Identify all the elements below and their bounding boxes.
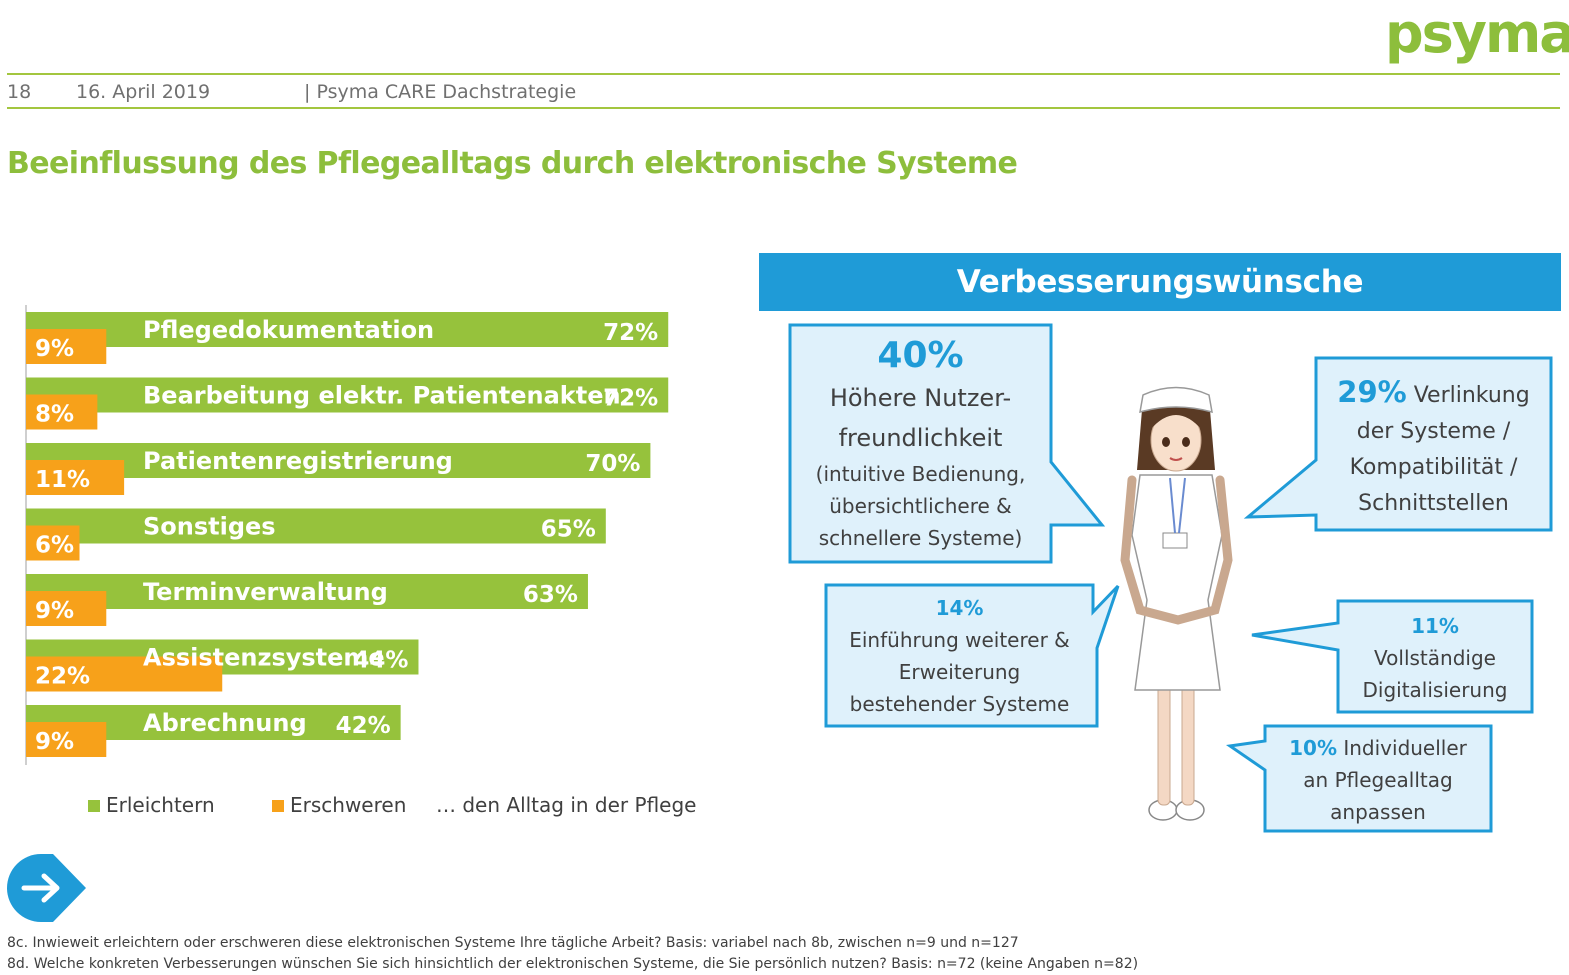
value-label-erleichtern: 70% — [585, 451, 640, 477]
value-label-erschweren: 9% — [35, 729, 74, 755]
value-label-erleichtern: 44% — [353, 648, 408, 674]
improvements-banner: Verbesserungswünsche — [759, 253, 1561, 311]
category-label: Pflegedokumentation — [143, 316, 434, 344]
bar-erschweren — [26, 722, 107, 757]
callout-10-line-1: an Pflegealltag — [1303, 768, 1453, 792]
category-label: Patientenregistrierung — [143, 447, 453, 475]
value-label-erleichtern: 42% — [336, 713, 391, 739]
bar-erschweren — [26, 591, 107, 626]
bar-erschweren — [26, 394, 98, 430]
bar-erleichtern — [26, 508, 606, 544]
value-label-erleichtern: 65% — [541, 517, 596, 543]
callout-29-first-line: 29% Verlinkung — [1316, 374, 1551, 414]
category-label: Terminverwaltung — [143, 578, 388, 606]
callout-14-line-2: Erweiterung — [898, 660, 1021, 684]
callout-14: 14% Einführung weiterer & Erweiterung be… — [826, 592, 1093, 720]
callout-10-pct: 10% — [1289, 736, 1337, 760]
psyma-logo: psyma — [1385, 2, 1569, 65]
bar-erleichtern — [26, 312, 669, 347]
callout-29: 29% Verlinkung der Systeme / Kompatibili… — [1316, 374, 1551, 522]
value-label-erschweren: 22% — [35, 664, 90, 690]
callout-11-line-2: Digitalisierung — [1362, 678, 1508, 702]
page-title: Beeinflussung des Pflegealltags durch el… — [7, 146, 1018, 181]
callout-40-line-2: freundlichkeit — [838, 424, 1003, 452]
category-label: Abrechnung — [143, 709, 307, 737]
value-label-erleichtern: 72% — [603, 386, 658, 412]
legend-label-erschweren: Erschweren — [290, 793, 407, 817]
callout-10-line-2: anpassen — [1330, 800, 1426, 824]
callout-10: 10% Individueller an Pflegealltag anpass… — [1265, 732, 1491, 828]
callout-29-line-3: Schnittstellen — [1358, 491, 1509, 516]
callout-40-line-3: (intuitive Bedienung, — [815, 462, 1026, 486]
value-label-erschweren: 11% — [35, 467, 90, 493]
footnote-8d: 8d. Welche konkreten Verbesserungen wüns… — [7, 956, 1139, 972]
legend-item-erschweren: Erschweren — [272, 792, 406, 818]
next-button[interactable] — [6, 852, 88, 924]
bar-erleichtern — [26, 377, 669, 413]
callout-40-line-1: Höhere Nutzer- — [829, 384, 1012, 412]
callout-40: 40% Höhere Nutzer- freundlichkeit (intui… — [790, 334, 1051, 554]
category-label: Sonstiges — [143, 513, 276, 541]
doc-title: | Psyma CARE Dachstrategie — [304, 81, 577, 103]
nurse-illustration — [1120, 386, 1233, 821]
page-number: 18 — [7, 81, 32, 103]
callout-40-line-4: übersichtlichere & — [829, 494, 1012, 518]
value-label-erschweren: 8% — [35, 402, 74, 428]
callout-11: 11% Vollständige Digitalisierung — [1338, 610, 1532, 706]
callout-29-pct: 29% — [1337, 375, 1407, 409]
value-label-erschweren: 9% — [35, 336, 74, 362]
value-label-erleichtern: 72% — [603, 320, 658, 346]
bar-erschweren — [26, 329, 107, 364]
bar-erschweren — [26, 525, 80, 561]
header-rule-top — [7, 73, 1560, 75]
legend-swatch-orange — [272, 800, 284, 812]
callout-40-pct: 40% — [877, 335, 964, 376]
bar-chart: Pflegedokumentation 72% 9% Bearbeitung elek… — [25, 305, 669, 765]
legend-item-erleichtern: Erleichtern — [88, 792, 215, 818]
legend-label-erleichtern: Erleichtern — [106, 793, 215, 817]
callout-10-first-line: 10% Individueller — [1265, 732, 1491, 764]
callout-40-line-5: schnellere Systeme) — [818, 526, 1023, 550]
callout-14-line-1: Einführung weiterer & — [849, 628, 1070, 652]
callout-11-line-1: Vollständige — [1374, 646, 1496, 670]
callout-14-line-3: bestehender Systeme — [849, 692, 1070, 716]
date: 16. April 2019 — [76, 81, 211, 103]
value-label-erschweren: 9% — [35, 598, 74, 624]
footnote-8c: 8c. Inwieweit erleichtern oder erschwere… — [7, 935, 1019, 951]
category-label: Assistenzsysteme — [143, 644, 385, 672]
callout-29-line-1: der Systeme / — [1356, 419, 1511, 444]
legend-suffix: … den Alltag in der Pflege — [436, 793, 697, 817]
value-label-erschweren: 6% — [35, 533, 74, 559]
callout-29-first: Verlinkung — [1413, 383, 1530, 408]
bar-erschweren — [26, 460, 125, 495]
bar-erschweren — [26, 656, 223, 692]
arrow-right-icon — [21, 873, 60, 903]
callout-29-line-2: Kompatibilität / — [1349, 455, 1518, 480]
callout-11-pct: 11% — [1411, 614, 1459, 638]
legend-swatch-green — [88, 800, 100, 812]
header-rule-bottom — [7, 107, 1560, 109]
value-label-erleichtern: 63% — [523, 582, 578, 608]
category-label: Bearbeitung elektr. Patientenakten — [143, 382, 621, 410]
callout-14-pct: 14% — [935, 596, 984, 620]
callout-10-first: Individueller — [1343, 736, 1467, 760]
bar-erleichtern — [26, 574, 588, 609]
bar-erleichtern — [26, 443, 651, 478]
